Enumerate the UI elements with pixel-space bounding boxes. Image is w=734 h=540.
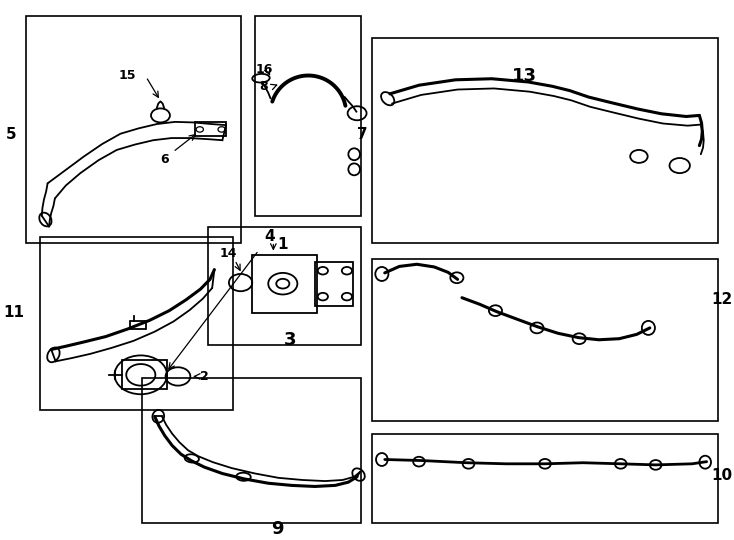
- Bar: [130, 321, 146, 329]
- Text: 8: 8: [260, 80, 268, 93]
- Text: 2: 2: [200, 370, 208, 383]
- Text: 4: 4: [264, 229, 275, 244]
- Bar: [40, 237, 233, 410]
- Text: 10: 10: [711, 468, 733, 483]
- Bar: [252, 254, 317, 313]
- Bar: [195, 123, 226, 137]
- Text: 6: 6: [160, 153, 168, 166]
- Text: 9: 9: [271, 519, 283, 537]
- Text: 14: 14: [219, 247, 237, 260]
- Text: 1: 1: [277, 238, 288, 252]
- Text: 3: 3: [284, 331, 297, 349]
- Text: 5: 5: [6, 127, 16, 143]
- Text: 7: 7: [357, 127, 368, 143]
- Bar: [315, 262, 353, 306]
- Bar: [142, 377, 360, 523]
- Text: 11: 11: [3, 305, 24, 320]
- Text: 13: 13: [512, 66, 537, 84]
- Bar: [371, 434, 718, 523]
- Bar: [26, 16, 241, 242]
- Text: 16: 16: [255, 63, 272, 76]
- Bar: [208, 226, 360, 345]
- Bar: [122, 360, 167, 389]
- Bar: [255, 16, 360, 215]
- Bar: [371, 259, 718, 421]
- Text: 15: 15: [119, 69, 137, 82]
- Bar: [371, 38, 718, 242]
- Text: 12: 12: [711, 292, 733, 307]
